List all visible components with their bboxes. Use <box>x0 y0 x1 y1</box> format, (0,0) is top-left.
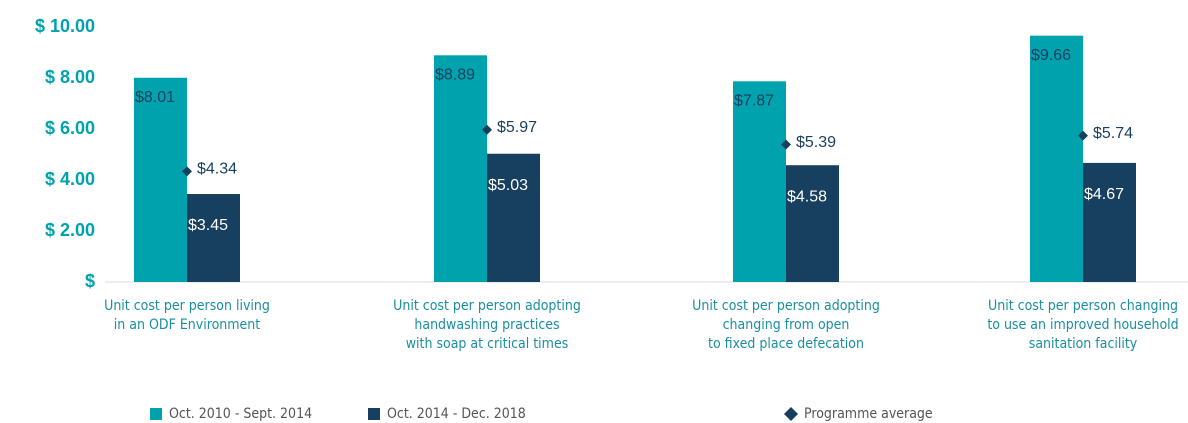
average-marker <box>781 139 791 150</box>
x-tick-label: Unit cost per person changing to use an i… <box>987 298 1178 352</box>
x-tick-label-line: in an ODF Environment <box>114 317 260 333</box>
x-tick-label: Unit cost per person adopting changing fr… <box>692 298 880 352</box>
y-tick-label: $ 10.00 <box>35 16 95 36</box>
x-tick-label-line: Unit cost per person living <box>104 298 270 314</box>
bar <box>134 77 187 283</box>
legend-marker <box>150 408 162 420</box>
y-tick-label: $ 6.00 <box>45 118 95 138</box>
average-marker <box>182 166 192 177</box>
value-label: $5.39 <box>796 134 836 151</box>
x-tick-label-line: handwashing practices <box>414 317 559 333</box>
legend-marker <box>784 407 798 421</box>
bar <box>786 165 839 282</box>
x-tick-label-line: sanitation facility <box>1029 336 1138 352</box>
value-label: $5.74 <box>1093 125 1133 142</box>
value-label: $5.03 <box>488 177 528 194</box>
legend-label: Oct. 2010 - Sept. 2014 <box>169 406 312 422</box>
bar <box>733 81 786 282</box>
bar <box>1030 35 1083 282</box>
bar <box>187 194 240 282</box>
y-tick-label: $ 2.00 <box>45 220 95 240</box>
bar <box>434 55 487 283</box>
x-tick-label-line: changing from open <box>723 317 850 333</box>
x-tick-label-line: Unit cost per person changing <box>988 298 1178 314</box>
x-tick-label-line: with soap at critical times <box>406 336 569 352</box>
value-label: $9.66 <box>1031 47 1071 64</box>
value-label: $8.89 <box>435 67 475 84</box>
value-label: $4.67 <box>1084 186 1124 203</box>
value-label: $4.34 <box>197 161 237 178</box>
y-tick-label: $ 8.00 <box>45 67 95 87</box>
value-label: $8.01 <box>135 89 175 106</box>
x-tick-label-line: Unit cost per person adopting <box>692 298 880 314</box>
x-tick-label-line: to use an improved household <box>987 317 1178 333</box>
x-tick-label: Unit cost per person adopting handwashing… <box>393 298 581 352</box>
x-tick-label: Unit cost per person living in an ODF Env… <box>104 298 270 333</box>
value-label: $7.87 <box>734 93 774 110</box>
y-tick-label: $ 4.00 <box>45 169 95 189</box>
value-label: $3.45 <box>188 217 228 234</box>
legend-marker <box>368 408 380 420</box>
legend-label: Programme average <box>804 406 933 422</box>
average-marker <box>482 124 492 135</box>
y-tick-label: $ <box>85 271 95 291</box>
average-marker <box>1078 130 1088 141</box>
value-label: $5.97 <box>497 119 537 136</box>
bar <box>1083 162 1136 282</box>
legend-label: Oct. 2014 - Dec. 2018 <box>387 406 526 422</box>
bar <box>487 153 540 282</box>
x-tick-label-line: to fixed place defecation <box>708 336 864 352</box>
value-label: $4.58 <box>787 188 827 205</box>
x-tick-label-line: Unit cost per person adopting <box>393 298 581 314</box>
